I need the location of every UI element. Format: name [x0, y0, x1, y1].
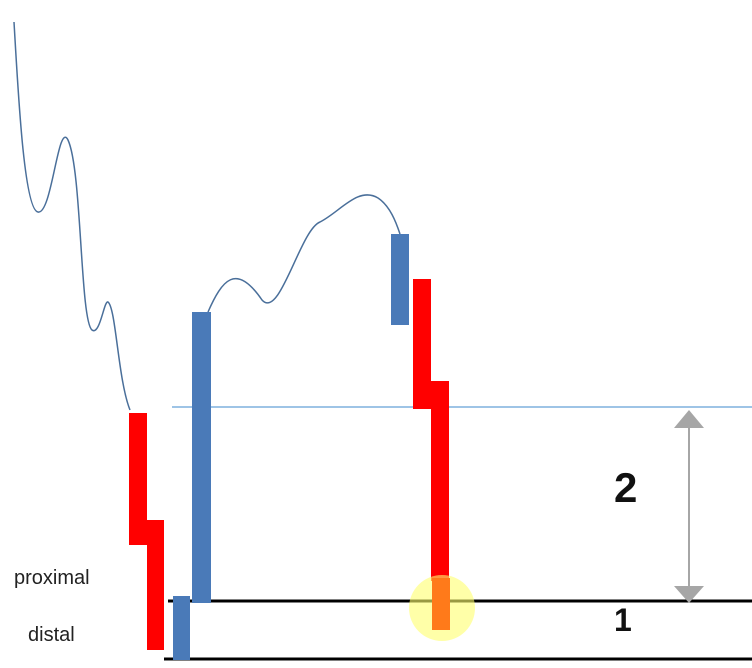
price-path-left: [13, 21, 131, 411]
double-headed-arrow-icon: [674, 410, 704, 603]
price-path-middle: [207, 194, 401, 313]
highlight-candle: [432, 578, 450, 630]
bearish-candle-4: [431, 381, 449, 581]
bullish-candle-1: [173, 596, 190, 660]
bearish-candle-3: [413, 279, 431, 409]
bullish-candle-2: [192, 312, 211, 603]
bullish-candle-3: [391, 234, 409, 325]
zone-2-label: 2: [614, 464, 637, 511]
zone-1-label: 1: [614, 602, 632, 638]
bearish-candle-2: [147, 520, 164, 650]
bearish-candle-1: [129, 413, 147, 545]
distal-label: distal: [28, 624, 75, 646]
proximal-label: proximal: [14, 567, 90, 589]
